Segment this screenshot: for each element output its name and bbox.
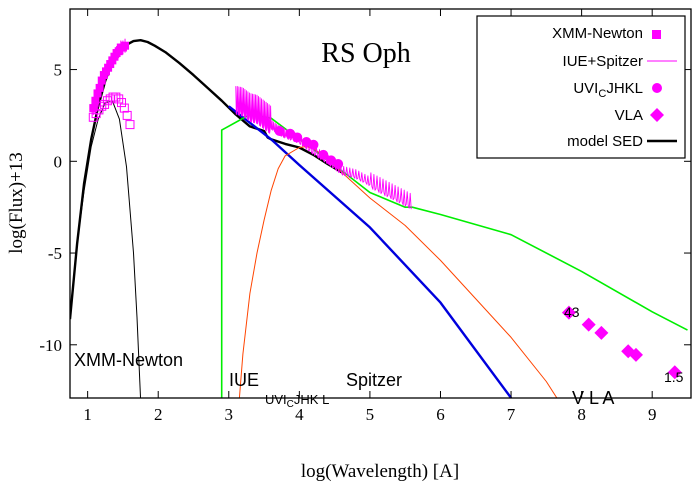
- series-line-blue-component: [228, 105, 513, 398]
- legend-label-uv: UVICJHKL: [573, 80, 643, 100]
- legend: XMM-Newton IUE+Spitzer UVICJHKL VLA mode…: [476, 15, 686, 159]
- legend-label-iue: IUE+Spitzer: [563, 53, 643, 70]
- points-layer: [88, 38, 682, 380]
- annotation-uv-tail: JHK L: [294, 392, 329, 407]
- x-tick-label: 3: [225, 405, 234, 424]
- x-tick-label: 9: [648, 405, 657, 424]
- y-tick-label: 0: [54, 152, 63, 171]
- xmm-open-point: [117, 98, 127, 108]
- annotation-1-5: 1.5: [664, 369, 684, 385]
- plot-frame: [69, 8, 692, 399]
- annotation-spitzer: Spitzer: [346, 370, 402, 390]
- x-axis-label: log(Wavelength) [A]: [301, 461, 459, 482]
- uv-point: [292, 132, 303, 143]
- uv-point: [318, 149, 329, 160]
- annotation-uv-sub: C: [287, 399, 294, 410]
- legend-label-uv-main: UVI: [573, 80, 598, 97]
- x-tick-label: 7: [507, 405, 516, 424]
- x-tick-label: 5: [366, 405, 375, 424]
- legend-label-xmm: XMM-Newton: [552, 25, 643, 42]
- series-line-model-sed: [70, 39, 343, 320]
- annotation-iue: IUE: [229, 370, 259, 390]
- legend-label-uv-sub: C: [598, 88, 606, 100]
- legend-label-vla: VLA: [615, 107, 643, 124]
- vla-point: [581, 317, 596, 332]
- y-tick-label: -5: [48, 244, 62, 263]
- y-tick-label: 5: [54, 61, 63, 80]
- annotation-uv: UVICJHK L: [265, 392, 329, 410]
- annotation-uv-main: UVI: [265, 392, 287, 407]
- legend-marker-vla: [650, 108, 664, 122]
- annotation-xmm: XMM-Newton: [74, 350, 183, 370]
- legend-box: [476, 15, 686, 159]
- uv-point: [274, 126, 285, 137]
- annotation-vla: V L A: [572, 388, 614, 408]
- legend-label-model: model SED: [567, 133, 643, 150]
- xmm-open-point: [119, 103, 129, 113]
- y-tick-label: -10: [39, 336, 62, 355]
- vla-point: [667, 365, 682, 380]
- vla-point: [628, 347, 643, 362]
- x-tick-label: 2: [154, 405, 163, 424]
- xmm-open-point: [122, 110, 132, 120]
- xmm-open-point: [125, 120, 135, 130]
- x-tick-label: 1: [83, 405, 92, 424]
- annotation-43: 43: [564, 304, 580, 320]
- vla-point: [594, 325, 609, 340]
- y-axis-label: log(Flux)+13: [6, 152, 27, 254]
- xmm-open-point: [111, 92, 121, 102]
- chart-title: RS Oph: [321, 38, 410, 69]
- uv-point: [333, 159, 344, 170]
- x-tick-label: 8: [577, 405, 586, 424]
- uv-point: [308, 139, 319, 150]
- x-tick-label: 4: [295, 405, 304, 424]
- ticks-layer: 1 2 3 4 5 6 7 8 9 -10 -5 0 5: [39, 9, 691, 424]
- legend-marker-uv: [652, 83, 662, 93]
- xmm-open-point: [97, 101, 107, 111]
- x-tick-label: 6: [436, 405, 445, 424]
- vla-point: [561, 305, 576, 320]
- legend-marker-xmm: [652, 30, 661, 39]
- legend-label-uv-tail: JHKL: [606, 80, 643, 97]
